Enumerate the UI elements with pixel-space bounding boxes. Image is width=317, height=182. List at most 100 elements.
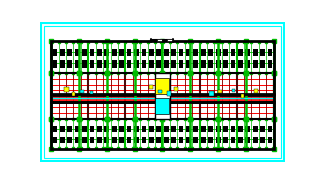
Bar xyxy=(171,49,176,56)
Bar xyxy=(64,87,69,92)
Bar xyxy=(141,137,146,143)
Bar xyxy=(164,49,169,56)
Bar xyxy=(97,126,102,132)
Bar xyxy=(51,94,274,102)
Bar xyxy=(51,41,274,149)
Bar xyxy=(230,49,235,56)
Bar xyxy=(171,126,176,132)
Bar xyxy=(253,126,258,132)
Bar xyxy=(208,60,213,68)
Bar xyxy=(53,49,57,56)
Bar xyxy=(208,137,213,143)
Bar xyxy=(53,60,57,68)
Bar xyxy=(90,126,94,132)
Bar xyxy=(141,49,146,56)
Bar xyxy=(67,60,72,68)
Bar xyxy=(238,60,243,68)
Bar xyxy=(245,49,250,56)
Bar xyxy=(156,49,161,56)
Bar xyxy=(201,60,206,68)
Bar xyxy=(253,60,258,68)
Bar xyxy=(223,49,228,56)
Bar xyxy=(193,137,198,143)
Bar xyxy=(156,126,161,132)
Bar xyxy=(193,60,198,68)
Bar xyxy=(97,60,102,68)
Bar xyxy=(260,126,265,132)
Bar xyxy=(53,137,57,143)
Bar xyxy=(186,137,191,143)
Bar xyxy=(223,60,228,68)
Bar xyxy=(157,39,162,41)
Bar xyxy=(155,78,170,94)
Bar xyxy=(51,73,274,119)
Bar xyxy=(75,49,80,56)
Bar xyxy=(134,49,139,56)
Bar xyxy=(254,89,258,93)
Bar xyxy=(164,137,169,143)
Bar xyxy=(164,60,169,68)
Bar xyxy=(104,60,109,68)
Bar xyxy=(216,49,221,56)
Bar xyxy=(158,90,162,94)
Bar xyxy=(164,126,169,132)
Bar xyxy=(260,49,265,56)
Bar xyxy=(90,137,94,143)
Bar xyxy=(245,126,250,132)
Bar xyxy=(193,49,198,56)
Bar xyxy=(149,137,154,143)
Bar xyxy=(149,49,154,56)
Bar xyxy=(186,49,191,56)
Bar xyxy=(268,137,272,143)
Bar xyxy=(155,73,170,119)
Bar xyxy=(75,60,80,68)
Bar xyxy=(218,90,222,94)
Bar xyxy=(201,137,206,143)
Bar xyxy=(167,92,171,96)
Bar xyxy=(253,49,258,56)
Bar xyxy=(260,60,265,68)
Bar xyxy=(60,126,65,132)
Bar xyxy=(201,49,206,56)
Bar xyxy=(186,126,191,132)
Bar xyxy=(97,137,102,143)
Bar xyxy=(51,73,274,119)
Bar xyxy=(201,126,206,132)
Bar xyxy=(155,98,170,114)
Bar xyxy=(230,126,235,132)
Bar xyxy=(134,60,139,68)
Bar xyxy=(81,90,84,94)
Bar xyxy=(151,39,157,41)
Bar xyxy=(51,119,274,149)
Bar xyxy=(230,60,235,68)
Bar xyxy=(238,126,243,132)
Bar xyxy=(241,94,244,98)
Bar xyxy=(60,137,65,143)
Bar xyxy=(67,49,72,56)
Bar xyxy=(119,60,124,68)
Bar xyxy=(268,126,272,132)
Bar xyxy=(268,60,272,68)
Bar xyxy=(260,137,265,143)
Bar xyxy=(112,49,117,56)
Bar xyxy=(104,137,109,143)
Bar xyxy=(82,60,87,68)
Bar xyxy=(112,137,117,143)
Bar xyxy=(127,60,132,68)
Bar xyxy=(134,126,139,132)
Bar xyxy=(149,85,153,89)
Bar xyxy=(90,91,93,94)
Bar xyxy=(97,49,102,56)
Bar xyxy=(127,137,132,143)
Bar xyxy=(209,92,214,96)
Bar xyxy=(90,49,94,56)
Bar xyxy=(178,49,184,56)
Bar xyxy=(72,92,75,96)
Bar xyxy=(82,137,87,143)
Bar xyxy=(174,87,178,91)
Bar xyxy=(67,137,72,143)
Bar xyxy=(223,137,228,143)
Bar xyxy=(156,137,161,143)
Bar xyxy=(208,126,213,132)
Bar xyxy=(178,137,184,143)
